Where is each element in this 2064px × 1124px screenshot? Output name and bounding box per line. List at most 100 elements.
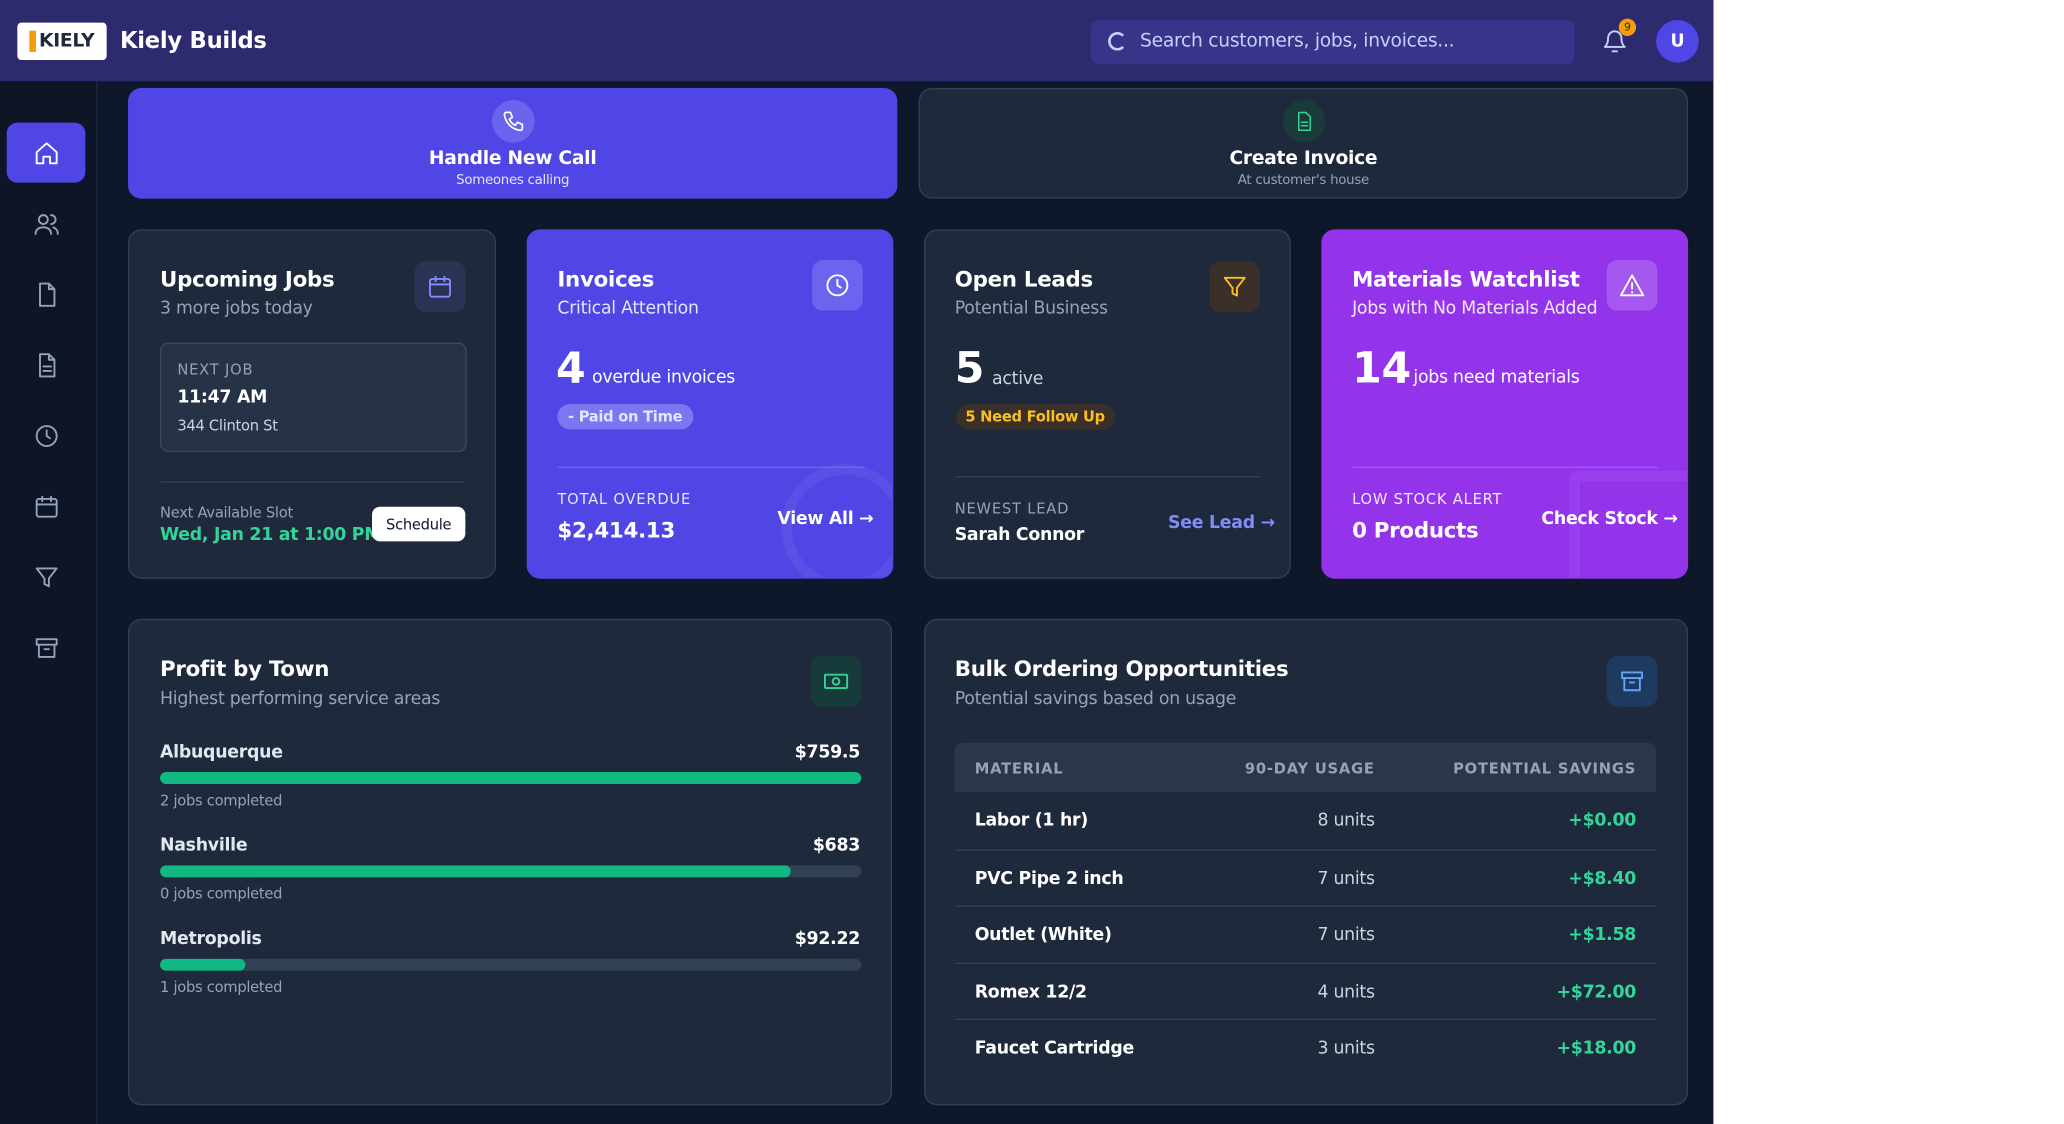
view-all-link[interactable]: View All →: [777, 509, 874, 530]
logo-text: KIELY: [29, 30, 95, 53]
watermark: [1569, 470, 1687, 578]
bell-icon[interactable]: [1601, 28, 1628, 55]
header: KIELY Kiely Builds Search customers, job…: [0, 0, 1714, 82]
watermark: [781, 464, 893, 578]
count-label: overdue invoices: [592, 368, 735, 389]
nav-home[interactable]: [6, 122, 86, 183]
material-name: PVC Pipe 2 inch: [974, 868, 1124, 889]
count: 5: [954, 342, 985, 394]
table-row: PVC Pipe 2 inch 7 units +$8.40: [954, 848, 1657, 906]
bulk-ordering-card: Bulk Ordering Opportunities Potential sa…: [924, 618, 1689, 1106]
material-name: Romex 12/2: [974, 982, 1087, 1003]
material-name: Outlet (White): [974, 925, 1112, 946]
nav-documents[interactable]: [7, 264, 86, 324]
avatar[interactable]: U: [1656, 20, 1699, 63]
alert-icon: [1606, 260, 1658, 311]
schedule-button[interactable]: Schedule: [372, 506, 466, 542]
usage: 3 units: [1317, 1039, 1375, 1060]
usage: 8 units: [1317, 810, 1375, 831]
bar-track: [160, 772, 862, 785]
next-job-label: NEXT JOB: [177, 361, 254, 379]
footer-value: $2,414.13: [557, 517, 676, 543]
logo[interactable]: KIELY: [17, 22, 107, 61]
town-note: 0 jobs completed: [160, 885, 283, 903]
table-row: Faucet Cartridge 3 units +$18.00: [954, 1019, 1657, 1076]
footer-label: NEWEST LEAD: [954, 500, 1070, 518]
savings-table: MATERIAL 90-DAY USAGE POTENTIAL SAVINGS …: [954, 742, 1657, 1090]
card-title: Profit by Town: [160, 656, 330, 682]
nav-customers[interactable]: [7, 193, 86, 253]
open-leads-card: Open Leads Potential Business 5 active 5…: [924, 229, 1291, 579]
town-name: Albuquerque: [160, 742, 283, 763]
invoices-card: Invoices Critical Attention 4 overdue in…: [526, 229, 894, 579]
nav-calendar[interactable]: [7, 476, 86, 536]
column-header: 90-DAY USAGE: [1244, 760, 1375, 778]
next-job-box: NEXT JOB 11:47 AM 344 Clinton St: [160, 342, 467, 453]
notification-badge: 9: [1618, 18, 1637, 37]
profit-bar: [160, 772, 862, 785]
savings: +$18.00: [1556, 1039, 1637, 1060]
nav-time[interactable]: [7, 405, 86, 465]
nav-invoices[interactable]: [7, 335, 86, 395]
card-subtitle: Jobs with No Materials Added: [1352, 298, 1598, 319]
card-subtitle: Critical Attention: [557, 298, 699, 319]
next-job-time: 11:47 AM: [177, 388, 268, 409]
search-box[interactable]: Search customers, jobs, invoices...: [1090, 20, 1575, 65]
card-title: Open Leads: [954, 266, 1094, 293]
quick-action-invoice[interactable]: Create Invoice At customer's house: [918, 88, 1689, 199]
profit-bar: [160, 958, 246, 971]
town-note: 1 jobs completed: [160, 978, 283, 997]
table-header: MATERIAL 90-DAY USAGE POTENTIAL SAVINGS: [954, 742, 1657, 793]
search-spinner: [1108, 32, 1127, 51]
bar-track: [160, 958, 862, 971]
divider: [160, 481, 465, 483]
count: 14: [1352, 342, 1411, 394]
bar-track: [160, 865, 862, 878]
divider: [954, 476, 1261, 478]
calendar-icon: [414, 261, 466, 313]
column-header: POTENTIAL SAVINGS: [1453, 760, 1637, 778]
profit-by-town-card: Profit by Town Highest performing servic…: [128, 618, 893, 1106]
see-lead-link[interactable]: See Lead →: [1168, 513, 1275, 534]
app: KIELY Kiely Builds Search customers, job…: [0, 0, 1714, 1124]
table-row: Romex 12/2 4 units +$72.00: [954, 962, 1657, 1019]
nav-leads[interactable]: [7, 547, 86, 607]
town-name: Metropolis: [160, 929, 262, 950]
profit-bar: [160, 865, 791, 878]
slot-label: Next Available Slot: [160, 504, 293, 522]
sidebar: [0, 81, 98, 1124]
status-pill: 5 Need Follow Up: [956, 404, 1115, 430]
footer-value: Sarah Connor: [954, 525, 1085, 546]
town-note: 2 jobs completed: [160, 792, 283, 810]
invoice-icon: [1282, 100, 1326, 143]
town-name: Nashville: [160, 836, 248, 857]
count: 4: [556, 342, 586, 394]
funnel-icon: [1209, 261, 1261, 313]
quick-action-call[interactable]: Handle New Call Someones calling: [128, 88, 898, 199]
savings: +$72.00: [1556, 982, 1637, 1003]
action-title: Create Invoice: [1229, 148, 1378, 170]
upcoming-jobs-card: Upcoming Jobs 3 more jobs today NEXT JOB…: [128, 229, 497, 579]
slot-value: Wed, Jan 21 at 1:00 PM: [160, 525, 382, 546]
card-title: Upcoming Jobs: [160, 266, 335, 293]
usage: 4 units: [1317, 982, 1375, 1003]
savings: +$1.58: [1568, 925, 1637, 946]
divider: [1352, 466, 1658, 469]
card-title: Bulk Ordering Opportunities: [954, 656, 1289, 682]
material-name: Faucet Cartridge: [974, 1039, 1135, 1060]
card-title: Materials Watchlist: [1352, 266, 1580, 293]
table-row: Labor (1 hr) 8 units +$0.00: [955, 792, 1656, 848]
card-subtitle: Potential savings based on usage: [954, 689, 1237, 710]
card-subtitle: Potential Business: [954, 298, 1108, 319]
card-subtitle: Highest performing service areas: [160, 689, 441, 710]
check-stock-link[interactable]: Check Stock →: [1541, 509, 1678, 530]
call-icon: [492, 100, 535, 143]
town-value: $683: [812, 836, 861, 857]
usage: 7 units: [1317, 925, 1375, 946]
search-placeholder: Search customers, jobs, invoices...: [1140, 30, 1455, 53]
table-row: Outlet (White) 7 units +$1.58: [954, 905, 1657, 963]
savings: +$0.00: [1568, 810, 1637, 831]
nav-archive[interactable]: [7, 617, 86, 677]
divider: [557, 466, 865, 469]
